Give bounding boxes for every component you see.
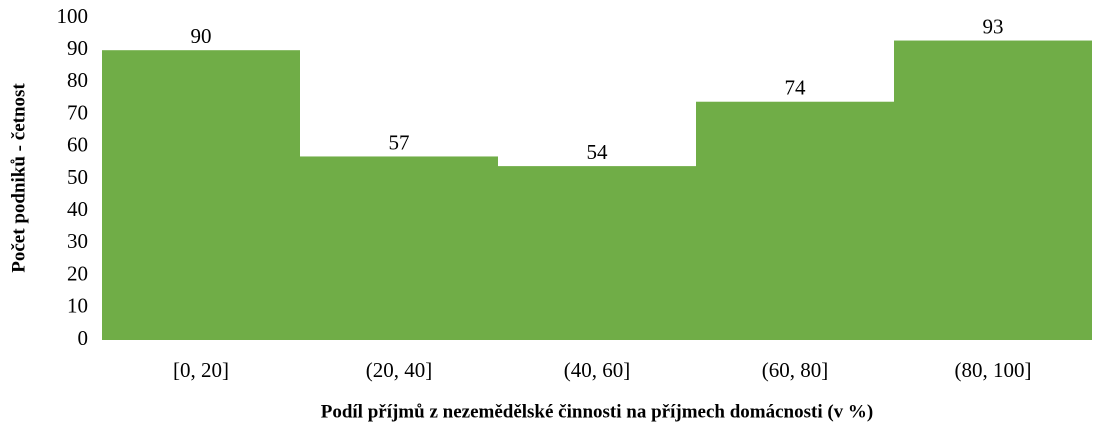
bar xyxy=(696,101,894,340)
y-tick-label: 30 xyxy=(67,229,88,253)
y-tick-label: 10 xyxy=(67,294,88,318)
bar xyxy=(102,50,300,340)
bar xyxy=(894,40,1092,340)
x-tick-label: (20, 40] xyxy=(366,358,433,382)
x-tick-label: (60, 80] xyxy=(762,358,829,382)
y-tick-label: 60 xyxy=(67,133,88,157)
data-label: 57 xyxy=(389,130,410,154)
bar xyxy=(300,156,498,340)
y-tick-label: 100 xyxy=(57,4,89,28)
x-axis-title: Podíl příjmů z nezemědělské činnosti na … xyxy=(321,401,874,422)
y-tick-label: 20 xyxy=(67,261,88,285)
data-label: 93 xyxy=(983,14,1004,38)
x-tick-label: (80, 100] xyxy=(955,358,1032,382)
y-tick-label: 80 xyxy=(67,68,88,92)
y-tick-label: 40 xyxy=(67,197,88,221)
x-tick-label: (40, 60] xyxy=(564,358,631,382)
data-label: 54 xyxy=(587,140,609,164)
bar xyxy=(498,166,696,340)
y-axis-title: Počet podniků - četnost xyxy=(8,83,29,273)
y-tick-label: 70 xyxy=(67,100,88,124)
data-label: 90 xyxy=(191,24,212,48)
x-tick-label: [0, 20] xyxy=(173,358,229,382)
y-tick-label: 0 xyxy=(78,326,89,350)
data-label: 74 xyxy=(785,76,807,100)
y-tick-label: 90 xyxy=(67,36,88,60)
y-tick-label: 50 xyxy=(67,165,88,189)
